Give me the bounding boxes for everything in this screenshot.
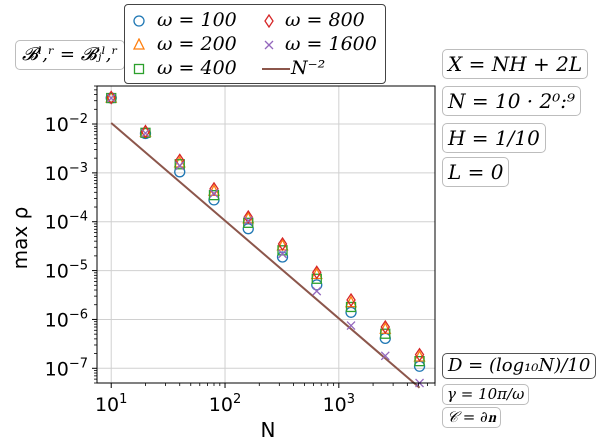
data-point (312, 286, 322, 296)
reference-line-segment (110, 122, 421, 389)
reference-line (110, 122, 421, 389)
data-point (345, 301, 357, 313)
series-x (106, 93, 425, 388)
x-tick-label: 102 (209, 392, 241, 416)
data-point (380, 328, 391, 339)
plot-frame (96, 85, 436, 384)
data-point (311, 273, 322, 284)
legend-marker (132, 38, 146, 50)
x-tick-label: 101 (95, 392, 127, 416)
c-definition: 𝒞 = ∂𝐧 (442, 407, 501, 428)
legend-symbol (133, 63, 145, 75)
data-point (276, 251, 289, 263)
boundary-condition-text: 𝓑ˡ,ʳ = 𝓑ⱼˡ,ʳ (22, 44, 118, 65)
data-point (243, 217, 254, 228)
c-definition-text: 𝒞 = ∂𝐧 (447, 408, 496, 426)
y-tick-label: 10−5 (45, 259, 88, 283)
n-definition: N = 10 · 2⁰:⁹ (442, 86, 581, 116)
data-point (277, 245, 288, 256)
legend-symbol (264, 40, 274, 50)
data-point (243, 216, 253, 226)
legend-label: ω = 100 (157, 9, 237, 31)
x-tick-label: 103 (323, 392, 355, 416)
legend-marker (262, 68, 290, 70)
gamma-definition: γ = 10π/ω (442, 384, 530, 405)
data-point (278, 249, 287, 259)
h-definition: H = 1/10 (442, 123, 546, 153)
y-axis-label: max ρ (8, 207, 32, 270)
legend-label: ω = 400 (157, 57, 237, 79)
x-definition: X = NH + 2L (442, 49, 589, 79)
data-point (380, 351, 390, 361)
series-diamond (106, 90, 425, 362)
data-point (209, 181, 219, 197)
n-definition-text: N = 10 · 2⁰:⁹ (448, 89, 575, 113)
data-point (414, 356, 425, 367)
axis-ticks: 101 102 103 10−7 10−6 10−5 10−4 10−3 10−2 (45, 85, 436, 416)
x-axis-label: N (261, 418, 276, 442)
data-point (175, 161, 185, 171)
data-point (346, 321, 356, 331)
data-point (174, 159, 185, 170)
legend-marker (133, 63, 145, 75)
y-tick-label: 10−7 (45, 356, 88, 380)
grid (97, 86, 435, 383)
data-points (105, 90, 426, 388)
data-point (208, 189, 220, 201)
legend-label: ω = 1600 (285, 33, 377, 55)
legend-symbol (133, 15, 145, 27)
legend-marker (264, 40, 274, 50)
y-tick-label: 10−2 (45, 112, 88, 136)
legend-marker (133, 15, 145, 27)
data-point (346, 292, 356, 308)
data-point (243, 209, 254, 225)
l-definition: L = 0 (442, 157, 510, 187)
legend-symbol (264, 14, 274, 28)
data-point (345, 306, 357, 318)
boundary-condition-label: 𝓑ˡ,ʳ = 𝓑ⱼˡ,ʳ (15, 40, 125, 70)
series-triangle (105, 90, 426, 362)
series-circle (105, 92, 426, 372)
legend-label: N⁻² (291, 57, 326, 79)
data-point (209, 188, 219, 198)
y-tick-label: 10−6 (45, 307, 88, 331)
legend: ω = 100 ω = 200 ω = 400 ω = 800 ω = 1600 N⁻² (124, 4, 386, 84)
gamma-definition-text: γ = 10π/ω (447, 385, 525, 403)
y-tick-label: 10−4 (45, 210, 88, 234)
legend-symbol (132, 38, 146, 50)
x-definition-text: X = NH + 2L (448, 52, 583, 76)
legend-label: ω = 800 (285, 9, 365, 31)
legend-label: ω = 200 (157, 33, 237, 55)
data-point (106, 93, 116, 103)
d-definition: D = (log₁₀N)/10 (442, 353, 597, 379)
data-point (242, 223, 254, 235)
legend-marker (264, 14, 274, 28)
data-point (414, 347, 425, 362)
data-point (380, 319, 391, 335)
l-definition-text: L = 0 (448, 160, 504, 184)
data-point (311, 265, 322, 280)
data-point (277, 236, 288, 252)
data-point (141, 128, 150, 138)
d-definition-text: D = (log₁₀N)/10 (448, 355, 591, 376)
data-point (311, 279, 323, 291)
series-square (106, 92, 425, 367)
h-definition-text: H = 1/10 (448, 126, 540, 150)
y-tick-label: 10−3 (45, 161, 88, 185)
